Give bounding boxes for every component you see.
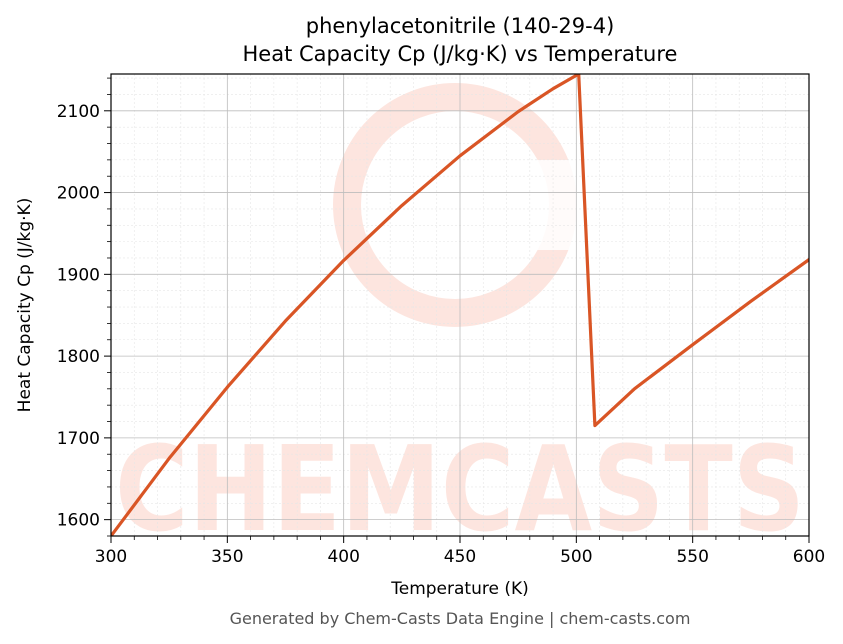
x-tick-label: 300 <box>95 547 127 567</box>
y-tick-label: 1900 <box>57 265 100 285</box>
x-tick-label: 550 <box>676 547 708 567</box>
chart-title: phenylacetonitrile (140-29-4) <box>306 14 615 38</box>
x-tick-label: 350 <box>211 547 243 567</box>
y-tick-label: 1700 <box>57 429 100 449</box>
x-tick-label: 500 <box>560 547 592 567</box>
x-axis-label: Temperature (K) <box>390 579 529 599</box>
chart-subtitle: Heat Capacity Cp (J/kg·K) vs Temperature <box>243 42 678 66</box>
axis-ticks: 300 350 400 450 500 550 600 1600 1700 1800 1900 200… <box>57 77 825 567</box>
y-tick-label: 1800 <box>57 347 100 367</box>
plot-lines <box>111 74 809 536</box>
footer-credit: Generated by Chem-Casts Data Engine | ch… <box>230 609 691 628</box>
x-tick-label: 450 <box>444 547 476 567</box>
y-axis-label: Heat Capacity Cp (J/kg·K) <box>15 198 35 413</box>
watermark-logo-icon <box>333 83 580 327</box>
y-tick-label: 1600 <box>57 511 100 531</box>
x-tick-label: 600 <box>793 547 825 567</box>
y-tick-label: 2100 <box>57 102 100 122</box>
x-tick-label: 400 <box>327 547 359 567</box>
y-tick-label: 2000 <box>57 184 100 204</box>
series-line <box>111 74 809 536</box>
